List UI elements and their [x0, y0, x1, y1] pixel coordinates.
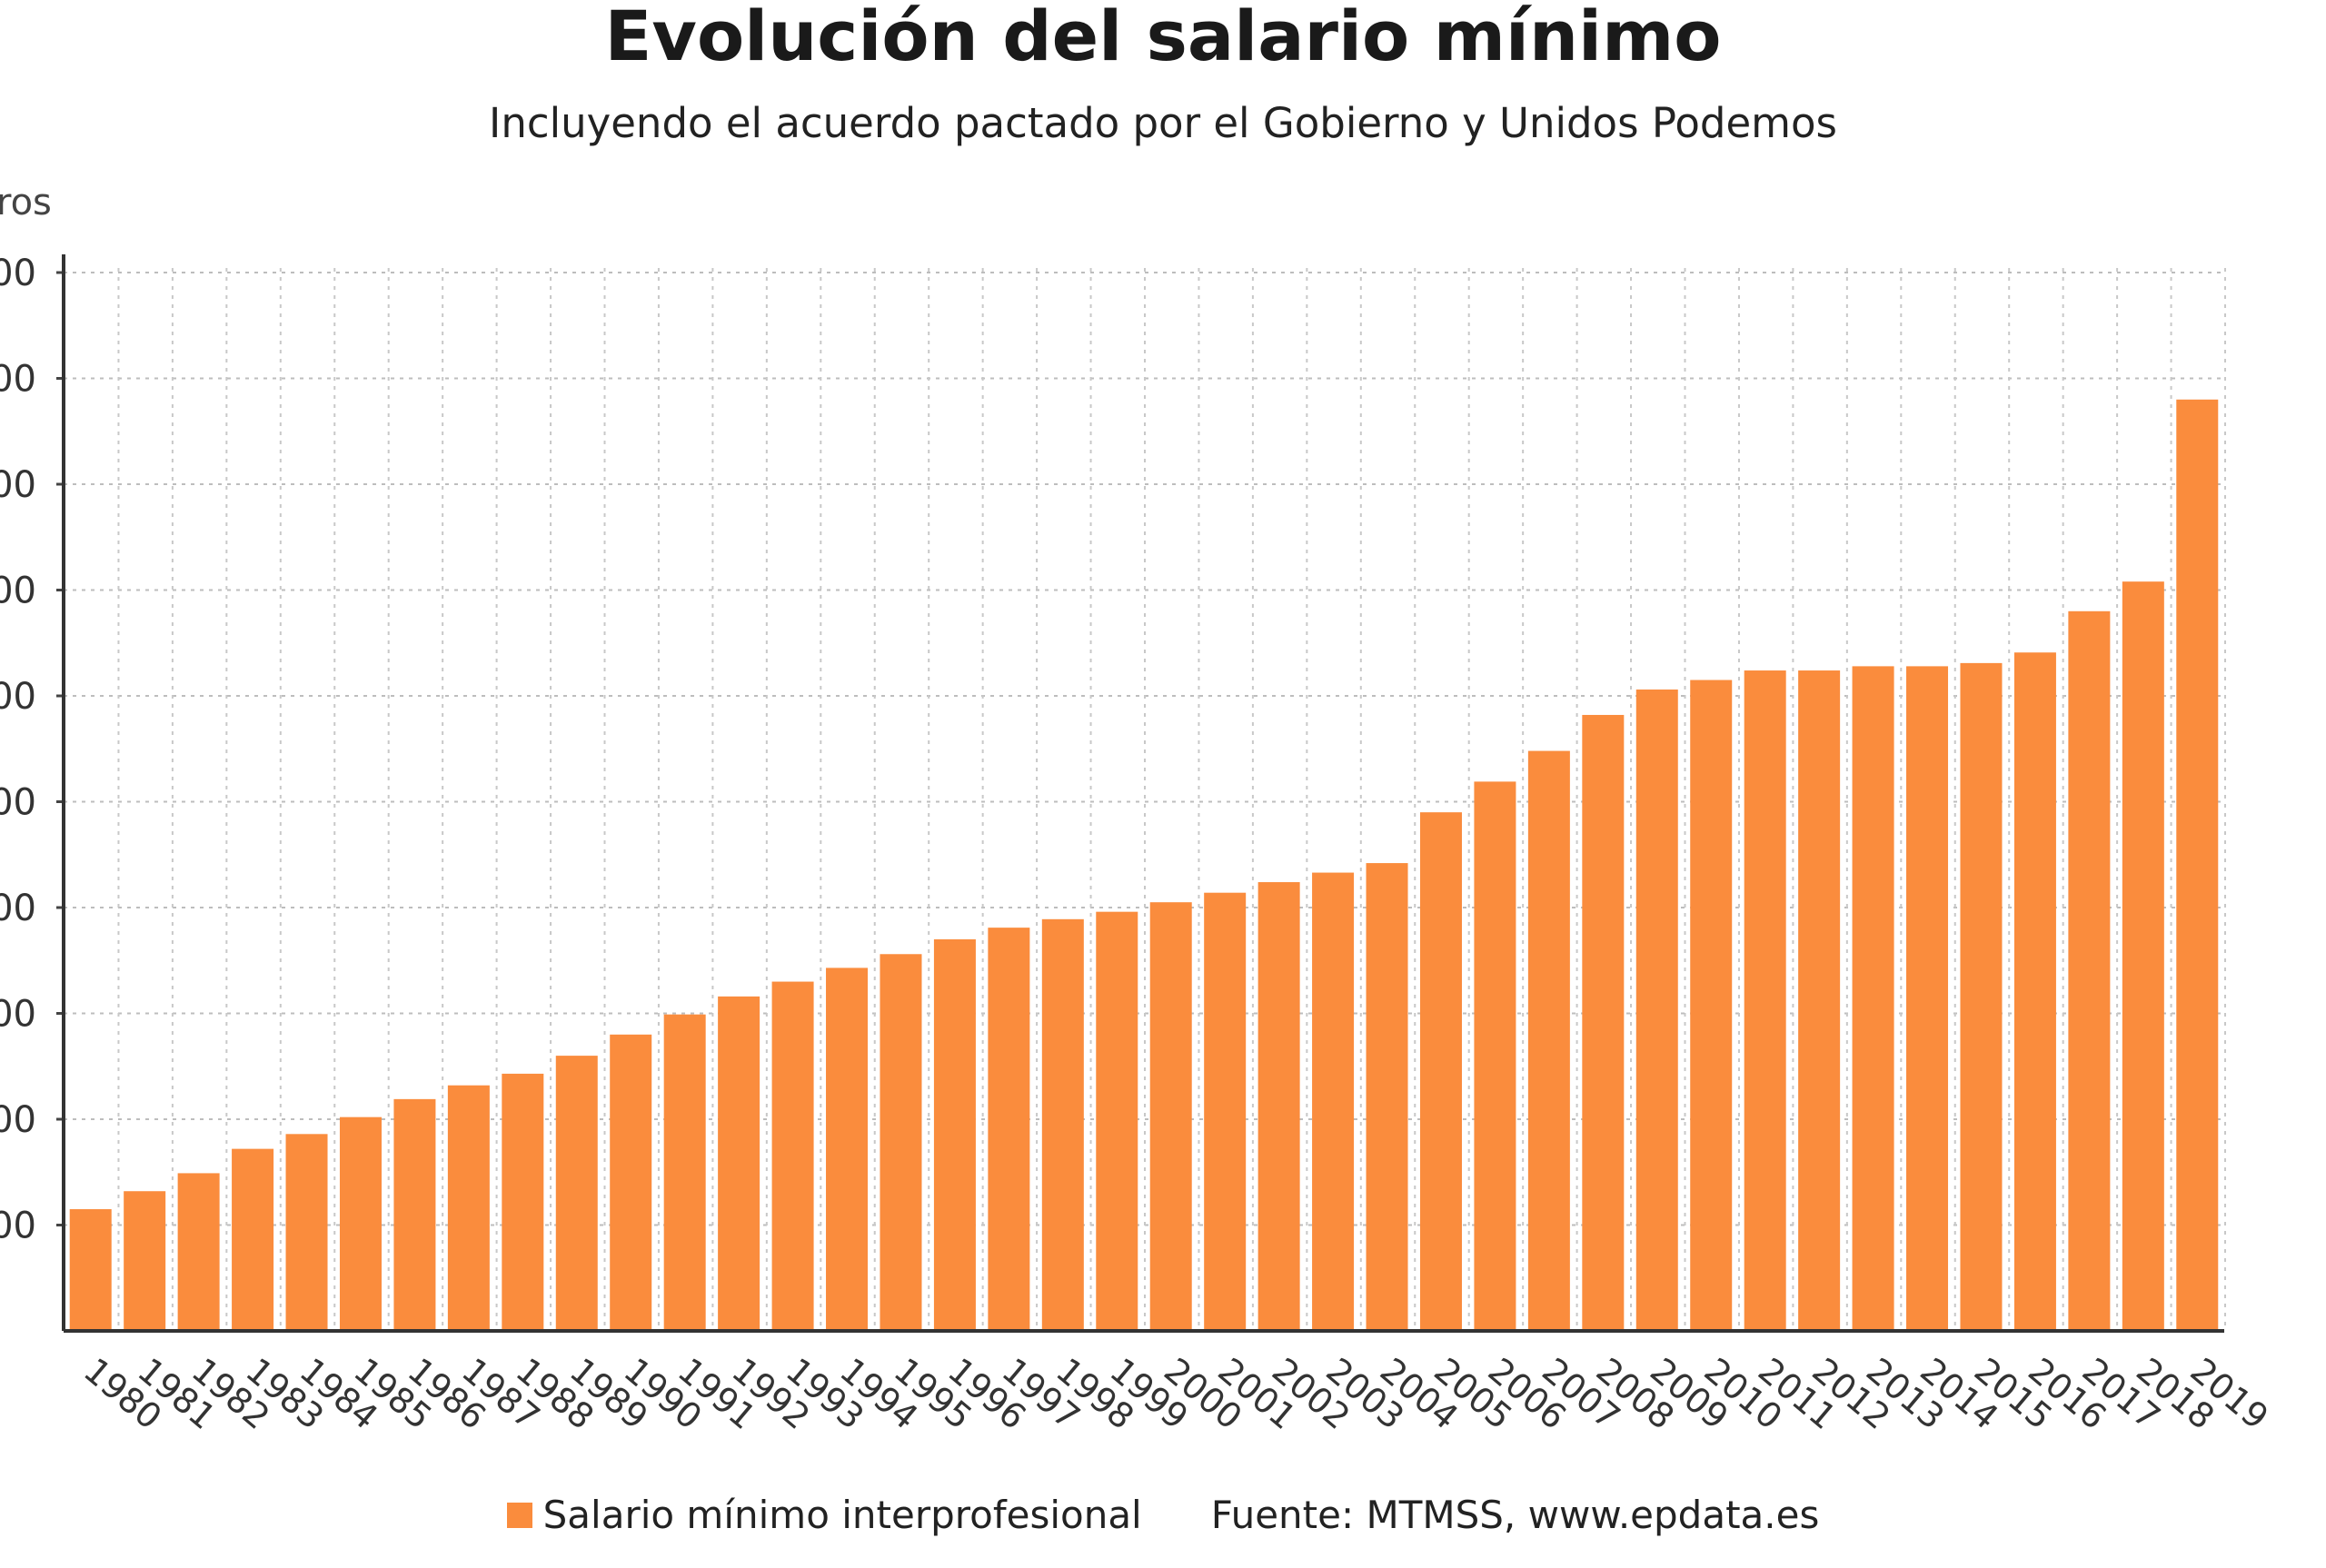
bar-1986: [393, 1098, 436, 1331]
bar-1991: [663, 1014, 706, 1331]
bar-1996: [933, 938, 976, 1331]
bar-1988: [502, 1073, 544, 1331]
bar-1985: [339, 1116, 382, 1331]
y-axis-label: ros: [0, 182, 52, 223]
bar-2017: [2068, 610, 2111, 1331]
y-tick-label: 00: [0, 253, 36, 294]
bar-2013: [1852, 666, 1894, 1331]
bar-2015: [1960, 662, 2003, 1331]
bar-2010: [1690, 680, 1733, 1331]
bar-1982: [177, 1173, 220, 1331]
bar-1992: [718, 996, 760, 1331]
bar-2006: [1474, 781, 1516, 1331]
bar-1999: [1096, 911, 1138, 1331]
x-tick-labels: 1980198119821983198419851986198719881989…: [76, 1350, 2276, 1437]
bar-1998: [1041, 918, 1084, 1331]
bar-2000: [1149, 902, 1192, 1331]
bar-1995: [880, 954, 922, 1331]
y-tick-label: 00: [0, 571, 36, 612]
bar-1993: [771, 981, 814, 1331]
bar-2018: [2122, 581, 2164, 1331]
bar-1987: [447, 1085, 490, 1331]
y-tick-label: 00: [0, 994, 36, 1036]
bar-1984: [285, 1134, 328, 1331]
bar-2009: [1635, 690, 1678, 1331]
y-tick-label: 00: [0, 676, 36, 718]
bar-2008: [1582, 714, 1625, 1331]
y-tick-label: 00: [0, 782, 36, 824]
bar-2014: [1906, 666, 1949, 1331]
y-tick-label: 00: [0, 888, 36, 929]
bar-1990: [610, 1034, 652, 1331]
bar-1994: [826, 968, 869, 1331]
bar-2003: [1312, 872, 1355, 1331]
bar-1989: [555, 1056, 598, 1331]
y-tick-label: 00: [0, 1099, 36, 1141]
bar-1981: [124, 1191, 166, 1331]
bar-chart: 00 00 00 00 00 00 00 00 00 00 1980198119821983198…: [0, 253, 2276, 1437]
legend-series-name: Salario mínimo interprofesional: [542, 1493, 1142, 1537]
chart-title: Evolución del salario mínimo: [604, 0, 1722, 76]
axes: [56, 254, 2224, 1333]
bar-2012: [1798, 670, 1841, 1331]
source-note: Fuente: MTMSS, www.epdata.es: [1210, 1493, 1820, 1537]
y-tick-labels: 00 00 00 00 00 00 00 00 00 00: [0, 253, 36, 1247]
bars: [69, 399, 2219, 1331]
bar-2004: [1366, 863, 1408, 1331]
bar-1983: [232, 1148, 274, 1331]
legend: Salario mínimo interprofesional Fuente: …: [0, 1490, 2326, 1541]
legend-swatch: [506, 1503, 532, 1528]
chart-subtitle: Incluyendo el acuerdo pactado por el Gob…: [489, 99, 1837, 147]
y-tick-label: 00: [0, 359, 36, 401]
y-tick-label: 00: [0, 464, 36, 506]
bar-2007: [1527, 750, 1570, 1331]
bar-2016: [2013, 652, 2056, 1331]
bar-2011: [1744, 670, 1786, 1331]
bar-1997: [988, 928, 1030, 1331]
bar-2005: [1419, 812, 1462, 1331]
bar-1980: [69, 1209, 112, 1331]
bar-2019: [2176, 399, 2219, 1331]
grid-lines: [64, 268, 2226, 1331]
y-tick-label: 00: [0, 1206, 36, 1247]
bar-2001: [1204, 892, 1247, 1331]
bar-2002: [1257, 882, 1300, 1331]
